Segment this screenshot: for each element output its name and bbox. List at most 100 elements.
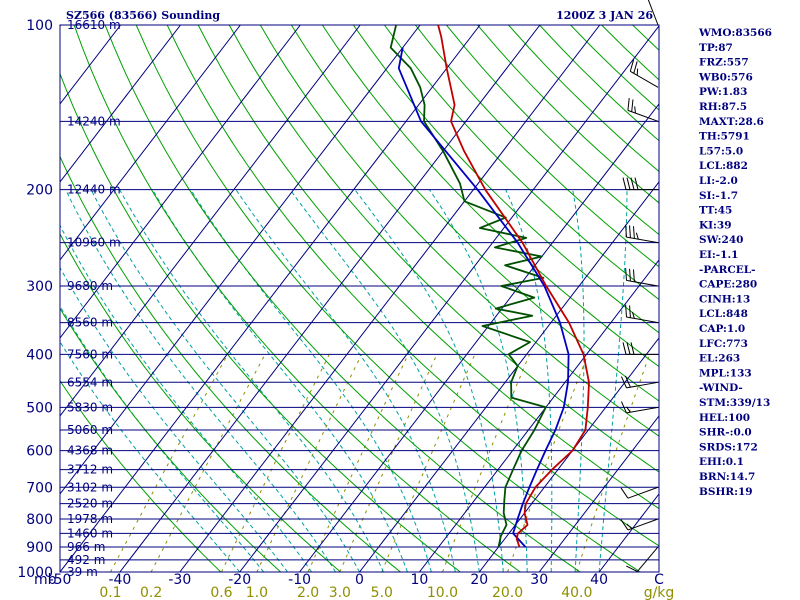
temperature-axis-labels: mb -50 -40 -30 -20 -10 0 10 20 30 40 C [34,572,664,588]
pressure-label: 1000 [17,565,53,581]
index-item: EI:-1.1 [699,249,738,261]
height-label: 3102 m [67,480,113,494]
barb-staff [627,518,659,531]
isotherm--70 [60,25,361,417]
barb-feather [622,342,627,355]
height-label: 4368 m [67,444,113,458]
barb-staff [626,279,659,287]
barb-feather [620,401,627,414]
height-label: 1978 m [67,512,113,526]
height-label: 1460 m [67,526,113,540]
pressure-label: 700 [26,480,53,496]
temperature-tick-label: C [654,572,664,588]
height-label: 3712 m [67,463,113,477]
index-item: LFC:773 [699,338,748,350]
height-label: 7560 m [67,347,113,361]
moist-adiabat-8 [152,189,408,572]
height-label: 14240 m [67,114,121,128]
stability-indices-panel: WMO:83566 TP:87 FRZ:557 WB0:576 PW:1.83 RH:87… [698,27,772,498]
index-item: MAXT:28.6 [699,116,764,128]
moist-adiabat-20 [289,189,480,572]
index-item: CINH:13 [699,293,750,305]
wind-barb [620,375,659,389]
isotherm-20 [478,337,659,572]
isotherm--50 [60,25,481,572]
pressure-label: 200 [26,183,53,199]
height-label: 39 m [67,565,98,579]
height-label: 966 m [67,540,105,554]
wind-barb [627,98,659,122]
index-item: MPL:133 [699,367,752,379]
moist-adiabat--16 [60,305,265,572]
isotherm-30 [538,415,659,572]
barb-feather [632,226,635,239]
wind-barb [620,401,659,414]
index-item: WB0:576 [698,71,753,83]
pressure-labels: 100 200 300 400 500 600 700 800 900 1000 [17,18,53,581]
mixing-ratio-label: 10.0 [427,585,458,600]
pressure-label: 300 [26,279,53,295]
temperature-tick-label: -10 [288,572,311,588]
index-item: FRZ:557 [699,57,749,69]
pressure-label: 800 [26,512,53,528]
barb-feather [622,177,627,190]
index-item: EL:263 [699,353,740,365]
isotherm--100 [60,25,181,183]
profile-series [389,25,590,548]
index-item: RH:87.5 [699,101,747,113]
wind-barb [620,486,659,499]
isotherm--30 [179,25,601,572]
barb-feather [620,376,627,389]
barb-staff [626,381,659,389]
temperature-tick-label: -40 [108,572,131,588]
index-item: TH:5791 [699,131,750,143]
mixing-ratio-label: 0.2 [140,585,162,600]
index-item: -WIND- [699,382,743,394]
barb-staff [626,236,659,244]
temperature-tick-label: -20 [228,572,251,588]
barb-feather [629,225,631,238]
temperature-tick-label: 20 [470,572,488,588]
moist-adiabat--20 [60,340,241,572]
wind-barb [625,268,659,287]
index-item: STM:339/13 [699,397,770,409]
barb-feather [625,268,627,281]
height-label: 5060 m [67,423,113,437]
wind-barb [629,59,659,88]
mixing-ratio-label: 2.0 [297,585,319,600]
index-item: PW:1.83 [699,86,747,98]
wind-barb [622,177,658,191]
index-item: -PARCEL- [699,264,755,276]
index-item: SI:-1.7 [699,190,738,202]
index-item: TT:45 [699,205,732,217]
barb-feather [635,232,639,240]
wind-barb [647,0,659,26]
height-label: 16610 m [67,18,121,32]
height-label: 492 m [67,553,105,567]
temperature-line [437,25,590,548]
mixing-ratio-label: 0.1 [99,585,121,600]
isotherms [60,25,659,572]
height-label: 5830 m [67,400,113,414]
wind-barb [625,224,659,244]
barb-feather [632,269,635,282]
temperature-tick-label: 0 [355,572,364,588]
barb-feather [625,224,627,238]
index-item: BSHR:19 [699,486,753,498]
index-item: LCL:848 [699,308,748,320]
wind-barbs [620,0,659,572]
temperature-tick-label: 30 [530,572,548,588]
barb-feather [620,487,629,499]
temperature-tick-label: 10 [410,572,428,588]
mixing-ratio-label: 3.0 [329,585,351,600]
index-item: CAPE:280 [699,279,757,291]
height-label: 8560 m [67,316,113,330]
index-item: SHR-:0.0 [699,427,752,439]
isotherm--40 [119,25,541,572]
barb-staff [647,0,659,26]
barb-staff [630,70,659,88]
dewpoint-line [389,25,547,548]
barb-feather [631,99,634,112]
barb-feather [626,523,633,529]
